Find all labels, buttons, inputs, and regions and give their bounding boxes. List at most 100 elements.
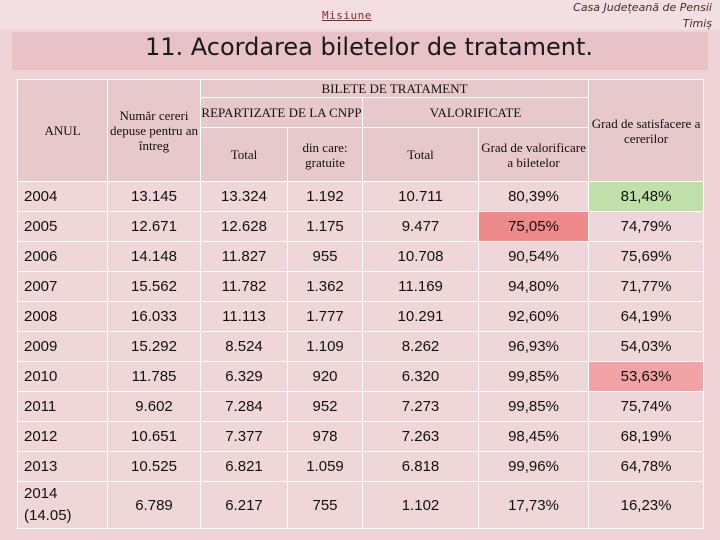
cell-total-repartizate: 11.827 xyxy=(200,241,288,272)
cell-total-repartizate: 12.628 xyxy=(200,211,288,242)
cell-cereri: 12.671 xyxy=(107,211,201,242)
cell-grad-satisfacere: 53,63% xyxy=(588,361,705,392)
tickets-table: ANUL Număr cereri depuse pentru an între… xyxy=(17,79,705,529)
cell-grad-satisfacere: 71,77% xyxy=(588,271,705,302)
cell-cereri: 6.789 xyxy=(107,481,201,529)
header-total-valorificate: Total xyxy=(362,127,479,182)
table-row: 2008 16.033 11.113 1.777 10.291 92,60% 64,19% xyxy=(17,301,705,332)
cell-total-valorificate: 10.708 xyxy=(362,241,479,272)
cell-total-repartizate: 6.821 xyxy=(200,451,288,482)
cell-grad-valorificare: 80,39% xyxy=(477,181,590,212)
table-row: 2014 (14.05) 6.789 6.217 755 1.102 17,73% 16,23… xyxy=(17,481,705,529)
header-anul: ANUL xyxy=(17,79,108,182)
table-row: 2010 11.785 6.329 920 6.320 99,85% 53,63% xyxy=(17,361,705,392)
organization-name: Casa Județeană de Pensii Timiș xyxy=(542,0,712,32)
cell-grad-valorificare: 17,73% xyxy=(477,481,590,529)
cell-total-repartizate: 7.377 xyxy=(200,421,288,452)
cell-total-valorificate: 7.273 xyxy=(362,391,479,422)
cell-total-valorificate: 11.169 xyxy=(362,271,479,302)
cell-an: 2010 xyxy=(17,361,108,392)
cell-grad-valorificare: 92,60% xyxy=(477,301,590,332)
cell-total-valorificate: 8.262 xyxy=(362,331,479,362)
cell-cereri: 15.562 xyxy=(107,271,201,302)
cell-gratuite: 1.192 xyxy=(287,181,363,212)
cell-cereri: 14.148 xyxy=(107,241,201,272)
cell-an: 2012 xyxy=(17,421,108,452)
cell-cereri: 13.145 xyxy=(107,181,201,212)
header-cereri: Număr cereri depuse pentru an întreg xyxy=(107,79,201,182)
cell-gratuite: 755 xyxy=(287,481,363,529)
cell-total-valorificate: 10.711 xyxy=(362,181,479,212)
cell-grad-satisfacere: 81,48% xyxy=(588,181,705,212)
table-row: 2011 9.602 7.284 952 7.273 99,85% 75,74% xyxy=(17,391,705,422)
header-grad-satisfacere: Grad de satisfacere a cererilor xyxy=(588,79,705,182)
cell-an: 2011 xyxy=(17,391,108,422)
header-repartizate: REPARTIZATE DE LA CNPP xyxy=(200,97,363,128)
table-row: 2006 14.148 11.827 955 10.708 90,54% 75,69% xyxy=(17,241,705,272)
header-gratuite: din care: gratuite xyxy=(287,127,363,182)
cell-total-valorificate: 6.818 xyxy=(362,451,479,482)
cell-an: 2013 xyxy=(17,451,108,482)
cell-an: 2006 xyxy=(17,241,108,272)
cell-gratuite: 1.362 xyxy=(287,271,363,302)
top-band xyxy=(0,0,720,30)
cell-grad-satisfacere: 75,69% xyxy=(588,241,705,272)
cell-cereri: 10.651 xyxy=(107,421,201,452)
cell-grad-valorificare: 98,45% xyxy=(477,421,590,452)
cell-grad-valorificare: 75,05% xyxy=(477,211,590,242)
cell-gratuite: 952 xyxy=(287,391,363,422)
cell-gratuite: 978 xyxy=(287,421,363,452)
cell-grad-valorificare: 99,85% xyxy=(477,361,590,392)
cell-an: 2004 xyxy=(17,181,108,212)
cell-an: 2007 xyxy=(17,271,108,302)
cell-grad-satisfacere: 64,19% xyxy=(588,301,705,332)
page-title: 11. Acordarea biletelor de tratament. xyxy=(145,33,593,61)
cell-grad-valorificare: 94,80% xyxy=(477,271,590,302)
cell-total-repartizate: 6.217 xyxy=(200,481,288,529)
cell-grad-satisfacere: 54,03% xyxy=(588,331,705,362)
year-label: 2014 xyxy=(24,485,58,502)
cell-gratuite: 1.777 xyxy=(287,301,363,332)
cell-an: 2009 xyxy=(17,331,108,362)
header-grad-valorificare: Grad de valorificare a biletelor xyxy=(477,127,590,182)
table-row: 2004 13.145 13.324 1.192 10.711 80,39% 81,48% xyxy=(17,181,705,212)
cell-gratuite: 1.059 xyxy=(287,451,363,482)
cell-gratuite: 1.175 xyxy=(287,211,363,242)
cell-grad-satisfacere: 75,74% xyxy=(588,391,705,422)
cell-total-valorificate: 9.477 xyxy=(362,211,479,242)
cell-grad-satisfacere: 64,78% xyxy=(588,451,705,482)
cell-gratuite: 1.109 xyxy=(287,331,363,362)
cell-cereri: 9.602 xyxy=(107,391,201,422)
cell-total-repartizate: 11.782 xyxy=(200,271,288,302)
cell-an: 2005 xyxy=(17,211,108,242)
cell-total-repartizate: 7.284 xyxy=(200,391,288,422)
cell-total-valorificate: 6.320 xyxy=(362,361,479,392)
table-row: 2013 10.525 6.821 1.059 6.818 99,96% 64,78% xyxy=(17,451,705,482)
cell-gratuite: 955 xyxy=(287,241,363,272)
period-label: (14.05) xyxy=(24,507,72,524)
cell-grad-valorificare: 96,93% xyxy=(477,331,590,362)
cell-grad-valorificare: 99,85% xyxy=(477,391,590,422)
organization-line-2: Timiș xyxy=(682,17,712,30)
header-bilete: BILETE DE TRATAMENT xyxy=(199,79,590,98)
cell-total-repartizate: 13.324 xyxy=(200,181,288,212)
cell-grad-valorificare: 99,96% xyxy=(477,451,590,482)
cell-total-valorificate: 10.291 xyxy=(362,301,479,332)
header-total-repartizate: Total xyxy=(200,127,288,182)
header-valorificate: VALORIFICATE xyxy=(361,97,590,128)
mission-label: Misiune xyxy=(322,9,372,22)
cell-an: 2014 (14.05) xyxy=(17,481,108,529)
title-band xyxy=(12,32,708,70)
cell-grad-satisfacere: 16,23% xyxy=(588,481,705,529)
table-row: 2005 12.671 12.628 1.175 9.477 75,05% 74,79% xyxy=(17,211,705,242)
cell-cereri: 16.033 xyxy=(107,301,201,332)
table-row: 2007 15.562 11.782 1.362 11.169 94,80% 71,77% xyxy=(17,271,705,302)
cell-cereri: 10.525 xyxy=(107,451,201,482)
cell-grad-satisfacere: 74,79% xyxy=(588,211,705,242)
cell-total-valorificate: 1.102 xyxy=(362,481,479,529)
cell-grad-valorificare: 90,54% xyxy=(477,241,590,272)
cell-grad-satisfacere: 68,19% xyxy=(588,421,705,452)
cell-total-repartizate: 11.113 xyxy=(200,301,288,332)
table-row: 2009 15.292 8.524 1.109 8.262 96,93% 54,03% xyxy=(17,331,705,362)
cell-total-valorificate: 7.263 xyxy=(362,421,479,452)
